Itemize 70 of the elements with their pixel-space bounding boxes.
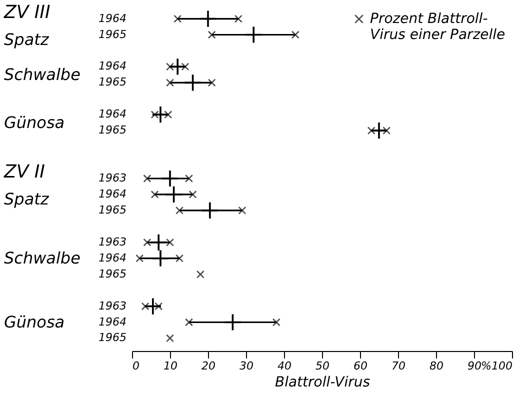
x-tick-label: 70	[392, 360, 406, 372]
point	[188, 190, 197, 198]
point	[150, 110, 159, 119]
x-tick-label: 0	[132, 360, 140, 372]
y-tick-label: 1964	[98, 60, 126, 73]
text: ZV II	[3, 162, 45, 182]
point	[238, 206, 246, 214]
y-tick-label: 1965	[98, 331, 126, 344]
point	[367, 126, 376, 135]
y-tick-label: 1965	[98, 76, 126, 89]
point	[136, 254, 144, 262]
point	[164, 110, 172, 119]
point	[168, 58, 187, 76]
x-tick-label: %100	[481, 360, 512, 372]
point	[382, 126, 391, 135]
x-tick-label: 90	[468, 360, 482, 372]
point	[152, 249, 170, 268]
point	[141, 302, 150, 310]
point	[166, 62, 174, 71]
point	[200, 201, 219, 220]
point	[166, 334, 174, 342]
point	[175, 206, 184, 214]
point	[166, 78, 174, 87]
point	[175, 254, 184, 262]
x-tick-label: 30	[240, 360, 254, 372]
point	[234, 14, 242, 23]
point	[196, 270, 204, 278]
x-tick-label: 60	[354, 360, 368, 372]
text: Günosa	[4, 112, 65, 132]
y-tick-label: 1965	[98, 203, 126, 216]
y-tick-label: 1964	[98, 187, 126, 200]
point	[150, 190, 159, 198]
point	[143, 238, 152, 246]
point	[184, 318, 194, 326]
y-tick-label: 1965	[98, 267, 126, 280]
point	[272, 318, 280, 326]
text: Spatz	[4, 189, 50, 208]
point	[144, 297, 162, 316]
y-tick-label: 1963	[98, 235, 126, 248]
point	[166, 238, 174, 246]
x-tick-label: 50	[316, 360, 330, 372]
point	[208, 30, 216, 39]
text: Spatz	[4, 30, 50, 49]
text: Günosa	[4, 312, 65, 332]
y-tick-label: 1964	[98, 315, 126, 328]
point	[208, 78, 216, 87]
y-tick-label: 1965	[98, 124, 126, 137]
x-tick-label: 80	[430, 360, 444, 372]
point	[181, 62, 190, 71]
point	[152, 106, 170, 124]
y-tick-label: 1963	[98, 299, 126, 312]
y-tick-label: 1963	[98, 172, 126, 184]
legend-label: Prozent Blattroll-Virus einer Parzelle	[370, 11, 506, 43]
point	[184, 174, 194, 183]
point	[291, 30, 300, 39]
x-axis-title: Blattroll-Virus	[274, 374, 370, 390]
x-tick-label: 20	[202, 360, 216, 372]
point	[154, 302, 163, 310]
y-tick-label: 1964	[98, 12, 126, 25]
text: Schwalbe	[4, 64, 81, 84]
y-tick-label: 1965	[98, 28, 126, 41]
x-tick-label: 40	[278, 360, 292, 372]
point	[370, 122, 388, 140]
y-tick-label: 1964	[98, 251, 126, 264]
text: Schwalbe	[4, 248, 81, 268]
point	[174, 14, 182, 23]
x-tick-label: 10	[164, 360, 178, 372]
text: ZV III	[3, 2, 50, 23]
point	[143, 174, 152, 183]
y-tick-label: 1964	[98, 108, 126, 121]
